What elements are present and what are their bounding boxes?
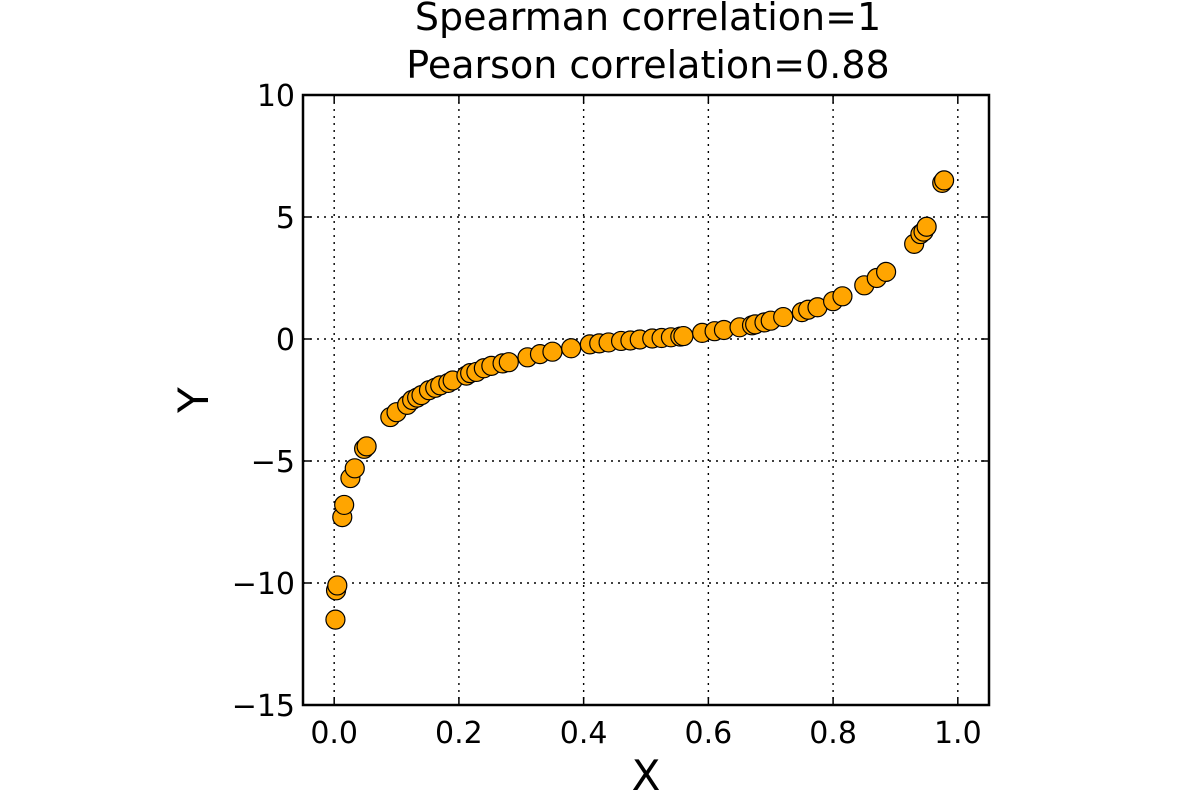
data-point	[561, 338, 582, 359]
x-tick-label: 0.8	[809, 716, 857, 751]
data-point	[673, 325, 694, 347]
data-point	[916, 216, 937, 237]
data-point	[773, 306, 794, 328]
chart-title-line-2: Pearson correlation=0.88	[406, 43, 889, 87]
plot-frame	[301, 93, 991, 707]
data-points	[325, 170, 955, 630]
data-point	[327, 575, 348, 596]
chart-title-line-1: Spearman correlation=1	[415, 0, 881, 39]
x-tick-label: 0.2	[435, 716, 483, 751]
data-point	[325, 609, 346, 630]
y-tick-label: 0	[276, 323, 295, 358]
y-tick-label: 10	[257, 79, 295, 114]
data-point	[356, 436, 377, 457]
x-tick-label: 0.6	[685, 716, 733, 751]
x-tick-label: 0.0	[310, 716, 358, 751]
y-tick-label: −5	[251, 445, 295, 480]
data-point	[498, 352, 519, 373]
x-tick-label: 0.4	[560, 716, 608, 751]
data-point	[832, 286, 853, 307]
data-point	[542, 341, 563, 362]
data-point	[933, 170, 955, 191]
axis-ticks: 0.0 0.2 0.4 0.6 0.8 1.0 10 5 0 −5 −10 −15	[232, 79, 989, 751]
data-point	[344, 458, 365, 479]
y-tick-label: −15	[232, 689, 295, 724]
x-axis-label: X	[632, 751, 661, 800]
y-axis-label: Y	[169, 387, 218, 414]
y-tick-label: 5	[276, 201, 295, 236]
data-point	[875, 261, 897, 282]
data-point	[334, 494, 355, 516]
y-tick-label: −10	[232, 567, 295, 602]
x-tick-label: 1.0	[934, 716, 982, 751]
